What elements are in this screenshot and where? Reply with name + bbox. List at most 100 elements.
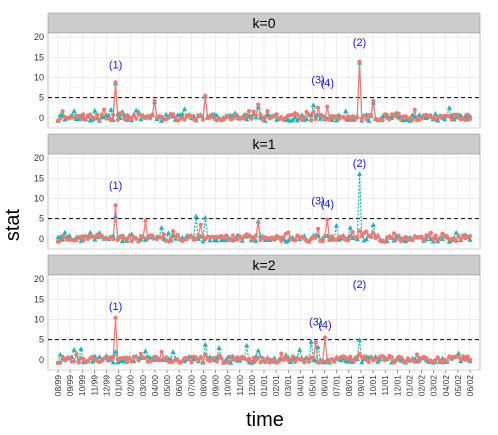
series-1-point <box>419 234 424 239</box>
series-1-point <box>217 353 222 358</box>
series-1-point <box>131 113 137 118</box>
y-tick-label: 10 <box>34 72 44 82</box>
series-1-point <box>286 230 291 235</box>
series-2-point <box>317 116 323 121</box>
x-tick-label: 04/01 <box>295 375 305 397</box>
event-annotation: (3) <box>311 75 324 87</box>
series-1-point <box>348 233 353 239</box>
series-2-point <box>310 102 317 108</box>
series-1-point <box>359 233 364 239</box>
series-1-point <box>76 360 81 365</box>
series-2-point <box>115 359 121 365</box>
series-1-point <box>170 112 176 117</box>
series-1-point <box>113 203 118 208</box>
series-1-point <box>387 117 392 122</box>
series-2-point <box>142 237 149 242</box>
series-1-point <box>256 355 261 360</box>
series-1-point <box>108 118 114 123</box>
y-tick-label: 20 <box>34 32 44 42</box>
series-2-point <box>333 222 340 228</box>
facet-strip-label: k=0 <box>253 15 276 31</box>
series-1-point <box>368 112 374 117</box>
series-1-point <box>290 354 295 359</box>
series-1-point <box>152 354 157 359</box>
series-1-point <box>417 359 422 364</box>
series-1-point <box>263 114 268 120</box>
series-2-point <box>423 115 429 120</box>
series-2-point <box>191 356 197 362</box>
series-1-point <box>58 238 63 243</box>
series-1-point <box>265 109 270 114</box>
series-1-point <box>246 108 252 114</box>
series-1-point <box>136 239 141 244</box>
series-1-point <box>249 116 254 121</box>
x-tick-label: 01/01 <box>259 375 269 397</box>
series-2-point <box>244 342 250 348</box>
series-1-point <box>164 355 169 360</box>
series-1-point <box>398 117 404 122</box>
series-1-point <box>458 236 463 242</box>
series-1-point <box>414 352 420 357</box>
series-1-point <box>362 354 367 359</box>
series-1-point <box>315 226 321 231</box>
series-1-point <box>124 237 130 242</box>
series-2-point <box>112 213 119 219</box>
series-1-point <box>226 359 231 365</box>
series-2-point <box>202 341 208 347</box>
series-1-point <box>129 359 134 364</box>
series-1-point <box>159 235 164 240</box>
series-1-point <box>371 230 376 235</box>
series-1-point <box>435 355 440 360</box>
series-1-point <box>198 113 203 118</box>
series-2-point <box>89 358 96 364</box>
y-tick-label: 15 <box>34 294 44 304</box>
series-1-point <box>375 233 381 239</box>
series-1-point <box>357 59 362 64</box>
series-1-point <box>124 360 130 365</box>
series-2-point <box>112 349 119 354</box>
series-1-point <box>295 112 300 117</box>
y-tick-label: 15 <box>34 52 44 62</box>
series-1-point <box>364 229 369 234</box>
series-1-point <box>212 355 217 361</box>
series-1-point <box>304 109 309 115</box>
series-1-point <box>433 233 438 238</box>
series-1-point <box>168 236 173 241</box>
x-tick-label: 12/00 <box>247 375 257 397</box>
series-2-point <box>158 224 165 230</box>
y-tick-label: 5 <box>39 93 44 103</box>
series-1-point <box>159 349 164 354</box>
series-1-point <box>313 235 318 240</box>
x-tick-label: 10/00 <box>223 375 233 397</box>
series-2-point <box>158 118 165 123</box>
series-2-point <box>333 117 340 123</box>
x-tick-label: 05/00 <box>162 375 172 397</box>
series-1-point <box>198 355 203 360</box>
x-tick-label: 03/01 <box>283 375 293 397</box>
series-2-point <box>299 112 305 117</box>
series-1-point <box>184 237 189 242</box>
y-tick-label: 15 <box>34 173 44 183</box>
series-1-point <box>189 360 194 365</box>
series-1-point <box>81 112 86 117</box>
series-1-point <box>345 357 351 362</box>
series-2-point <box>356 337 363 342</box>
series-1-point <box>355 235 360 240</box>
series-1-point <box>292 359 298 364</box>
series-1-point <box>279 351 284 356</box>
series-1-point <box>412 359 417 364</box>
series-1-point <box>350 230 355 235</box>
series-2-point <box>92 108 98 113</box>
series-1-point <box>306 112 311 117</box>
series-2-point <box>343 108 349 114</box>
series-2-point <box>181 106 188 112</box>
series-2-point <box>135 109 142 114</box>
series-1-point <box>150 358 155 363</box>
event-annotation: (3) <box>311 196 324 208</box>
series-1-point <box>203 352 208 357</box>
series-1-point <box>389 355 394 360</box>
series-1-point <box>389 235 394 241</box>
x-axis-title: time <box>246 409 284 431</box>
x-tick-label: 10/01 <box>368 375 378 397</box>
